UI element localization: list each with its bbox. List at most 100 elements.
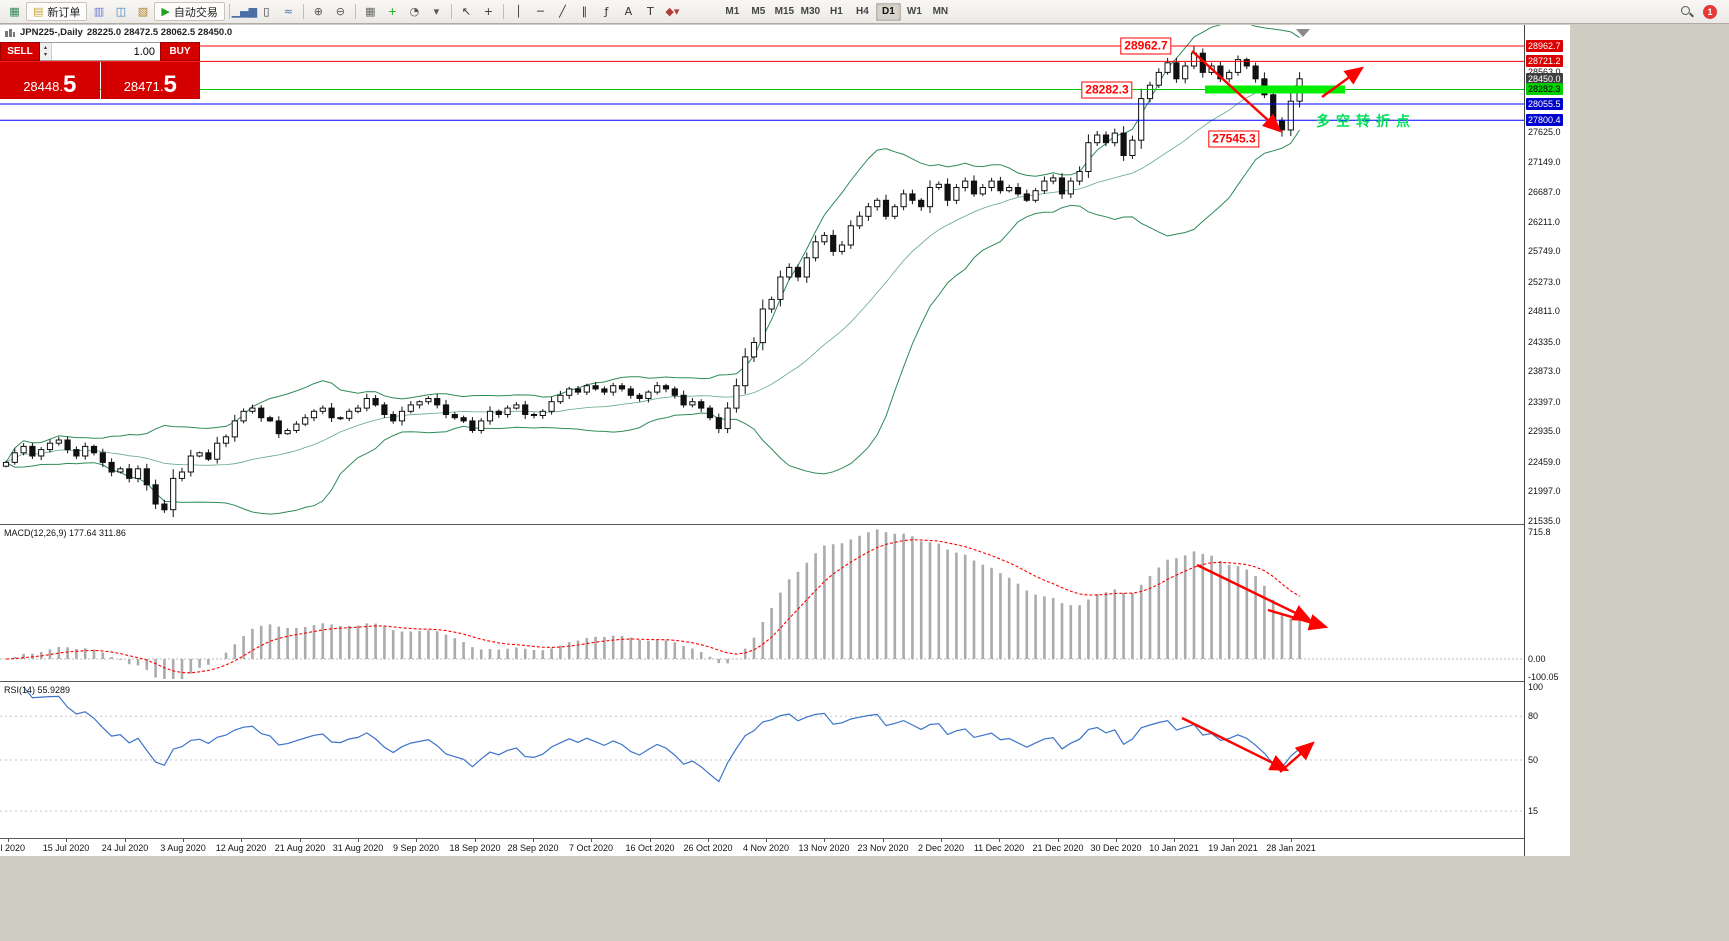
time-tick <box>1058 839 1059 842</box>
templates-dropdown[interactable]: ▾ <box>426 2 447 21</box>
time-tick-label: 7 Oct 2020 <box>568 843 614 853</box>
timeframe-d1-button[interactable]: D1 <box>875 2 901 21</box>
volume-down-icon[interactable]: ▾ <box>43 51 47 58</box>
fibonacci-button[interactable]: ƒ <box>596 2 617 21</box>
terminal-button[interactable]: ▧ <box>132 2 153 21</box>
horizontal-line-button[interactable]: ─ <box>530 2 551 21</box>
sell-price-big-digit: 5 <box>62 71 77 98</box>
turning-point-label[interactable]: 多空转折点 <box>1316 114 1416 130</box>
timeframe-m1-button[interactable]: M1 <box>720 3 745 21</box>
volume-stepper[interactable]: ▴ ▾ <box>40 43 52 60</box>
autotrading-icon: ▶ <box>161 5 170 18</box>
timeframe-m30-button[interactable]: M30 <box>798 3 823 21</box>
time-tick <box>475 839 476 842</box>
time-tick <box>183 839 184 842</box>
time-tick <box>533 839 534 842</box>
new-order-button-label: 新订单 <box>47 5 81 19</box>
timeframe-m5-button[interactable]: M5 <box>746 3 771 21</box>
buy-button[interactable]: BUY <box>160 42 200 61</box>
time-tick <box>66 839 67 842</box>
panel-separator[interactable] <box>0 838 1570 839</box>
macd-scale-label: -100.05 <box>1528 672 1559 682</box>
bar-chart-type-button[interactable]: ▁▄▆ <box>232 2 257 21</box>
workspace-background-bottom <box>0 856 1570 941</box>
time-tick <box>650 839 651 842</box>
channel-button[interactable]: ∥ <box>574 2 595 21</box>
price-tick-label: 23397.0 <box>1528 397 1561 407</box>
periods-dropdown[interactable]: ◔ <box>404 2 425 21</box>
profiles-button[interactable]: ▥ <box>88 2 109 21</box>
time-tick <box>999 839 1000 842</box>
sell-button[interactable]: SELL <box>0 42 40 61</box>
time-tick <box>824 839 825 842</box>
panel-separator[interactable] <box>0 524 1570 525</box>
zoom-in-button[interactable]: ⊕ <box>308 2 329 21</box>
workspace-background <box>1570 25 1729 941</box>
one-click-controls: SELL ▴▾ BUY <box>0 42 200 61</box>
price-axis[interactable]: 28563.0 27625.0 27149.0 26687.0 26211.0 25749… <box>1524 25 1570 856</box>
time-axis[interactable]: Jul 2020 15 Jul 2020 24 Jul 2020 3 Aug 2020… <box>0 839 1524 856</box>
one-click-trading-panel: SELL ▴▾ BUY 28448.5 28471.5 <box>0 42 200 99</box>
zone-price-label[interactable]: 28282.3 <box>1081 81 1133 99</box>
autotrading-button[interactable]: ▶ 自动交易 <box>154 2 225 21</box>
vertical-line-button[interactable]: │ <box>508 2 529 21</box>
chart-icon <box>5 28 15 37</box>
timeframe-h4-button[interactable]: H4 <box>850 3 875 21</box>
panel-separator[interactable] <box>0 681 1570 682</box>
rsi-panel-canvas[interactable] <box>0 682 1524 838</box>
time-tick <box>941 839 942 842</box>
line-chart-type-button[interactable]: ≈ <box>278 2 299 21</box>
cursor-button[interactable]: ↖ <box>456 2 477 21</box>
time-tick-label: Jul 2020 <box>0 843 26 853</box>
crosshair-button[interactable]: + <box>478 2 499 21</box>
tile-windows-button[interactable]: ▦ <box>360 2 381 21</box>
main-toolbar: ▦ ▤ 新订单 ▥ ◫ ▧ ▶ 自动交易 ▁▄▆ ▯ ≈ ⊕ ⊖ ▦ + ◔ ▾ ↖ + │ ─ ╱ ∥ ƒ A T ◆▾ M1 M5 M… <box>0 0 1729 24</box>
timeframe-mn-button[interactable]: MN <box>928 3 953 21</box>
price-tick-label: 23873.0 <box>1528 366 1561 376</box>
volume-up-icon[interactable]: ▴ <box>43 44 47 51</box>
time-tick-label: 3 Aug 2020 <box>160 843 206 853</box>
buy-price-display[interactable]: 28471. 5 <box>100 62 200 99</box>
time-tick-label: 26 Oct 2020 <box>683 843 733 853</box>
time-tick-label: 18 Sep 2020 <box>449 843 501 853</box>
time-tick-label: 30 Dec 2020 <box>1090 843 1142 853</box>
new-order-button[interactable]: ▤ 新订单 <box>26 2 88 21</box>
volume-control: ▴ ▾ <box>40 42 160 61</box>
volume-input[interactable] <box>52 43 160 60</box>
timeframe-w1-button[interactable]: W1 <box>902 3 927 21</box>
time-tick-label: 24 Jul 2020 <box>101 843 149 853</box>
shapes-dropdown[interactable]: ◆▾ <box>662 2 683 21</box>
text-button[interactable]: A <box>618 2 639 21</box>
swing-low-price-label[interactable]: 27545.3 <box>1208 130 1260 148</box>
price-tick-label: 22935.0 <box>1528 426 1561 436</box>
time-tick <box>8 839 9 842</box>
price-level-label-current: 28450.0 <box>1526 73 1563 85</box>
notification-badge[interactable]: 1 <box>1703 4 1717 19</box>
time-tick <box>300 839 301 842</box>
ohlc-values: 28225.0 28472.5 28062.5 28450.0 <box>86 27 233 38</box>
zoom-out-button[interactable]: ⊖ <box>330 2 351 21</box>
sell-price-display[interactable]: 28448. 5 <box>0 62 100 99</box>
time-tick <box>1174 839 1175 842</box>
market-watch-button[interactable]: ◫ <box>110 2 131 21</box>
buy-price-big-digit: 5 <box>163 71 177 98</box>
search-icon[interactable] <box>1680 5 1694 19</box>
time-tick-label: 12 Aug 2020 <box>215 843 267 853</box>
timeframe-m15-button[interactable]: M15 <box>772 3 797 21</box>
time-tick-label: 4 Nov 2020 <box>742 843 790 853</box>
time-tick-label: 19 Jan 2021 <box>1208 843 1258 853</box>
swing-high-price-label[interactable]: 28962.7 <box>1120 37 1172 55</box>
label-button[interactable]: T <box>640 2 661 21</box>
timeframe-h1-button[interactable]: H1 <box>824 3 849 21</box>
macd-panel-canvas[interactable] <box>0 525 1524 681</box>
toolbar-separator <box>502 4 504 19</box>
toolbar-separator <box>354 4 356 19</box>
toolbar-separator <box>228 4 230 19</box>
main-chart-canvas[interactable] <box>0 25 1524 524</box>
trendline-button[interactable]: ╱ <box>552 2 573 21</box>
time-tick <box>883 839 884 842</box>
candlestick-type-button[interactable]: ▯ <box>256 2 277 21</box>
macd-scale-label: 0.00 <box>1528 654 1546 664</box>
new-chart-button[interactable]: ▦ <box>4 2 25 21</box>
indicators-button[interactable]: + <box>382 2 403 21</box>
